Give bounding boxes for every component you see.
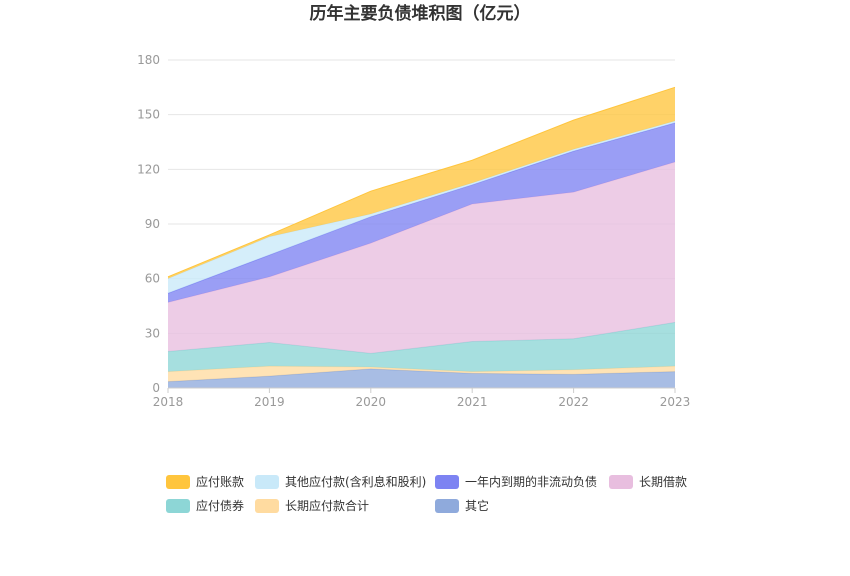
area-2 bbox=[168, 322, 675, 372]
x-tick-label: 2023 bbox=[660, 395, 691, 409]
y-tick-label: 60 bbox=[145, 272, 160, 286]
y-tick-label: 90 bbox=[145, 217, 160, 231]
legend-swatch bbox=[435, 475, 459, 489]
legend-swatch bbox=[609, 475, 633, 489]
legend-label: 应付债券 bbox=[196, 498, 244, 513]
x-tick-label: 2018 bbox=[153, 395, 184, 409]
legend-label: 长期应付款合计 bbox=[285, 498, 369, 513]
axes: 0 30 60 90 120 150 180 2018 2019 2020 2021 2022 2023 bbox=[137, 53, 690, 409]
legend-label: 其他应付款(含利息和股利) bbox=[285, 474, 426, 489]
y-tick-label: 120 bbox=[137, 162, 160, 176]
area-1 bbox=[168, 366, 675, 382]
area-3 bbox=[168, 162, 675, 354]
area-edge-6 bbox=[167, 86, 676, 278]
y-tick-label: 0 bbox=[152, 381, 160, 395]
x-tick-label: 2021 bbox=[457, 395, 488, 409]
x-tick-label: 2022 bbox=[558, 395, 589, 409]
legend-swatch bbox=[435, 499, 459, 513]
legend-label: 长期借款 bbox=[639, 475, 687, 489]
legend-swatch bbox=[166, 475, 190, 489]
x-tick-label: 2020 bbox=[356, 395, 387, 409]
y-tick-label: 180 bbox=[137, 53, 160, 67]
legend-label: 其它 bbox=[465, 498, 489, 513]
legend-swatch bbox=[255, 499, 279, 513]
y-tick-label: 30 bbox=[145, 326, 160, 340]
area-6 bbox=[168, 87, 675, 279]
legend-label: 一年内到期的非流动负债 bbox=[465, 474, 597, 489]
y-tick-label: 150 bbox=[137, 108, 160, 122]
legend-label: 应付账款 bbox=[196, 474, 244, 489]
area-4 bbox=[168, 122, 675, 303]
legend-swatch bbox=[166, 499, 190, 513]
area-0 bbox=[168, 368, 675, 388]
x-tick-label: 2019 bbox=[254, 395, 285, 409]
area-series bbox=[167, 86, 676, 388]
legend-swatch bbox=[255, 475, 279, 489]
chart-title: 历年主要负债堆积图（亿元） bbox=[310, 3, 531, 24]
